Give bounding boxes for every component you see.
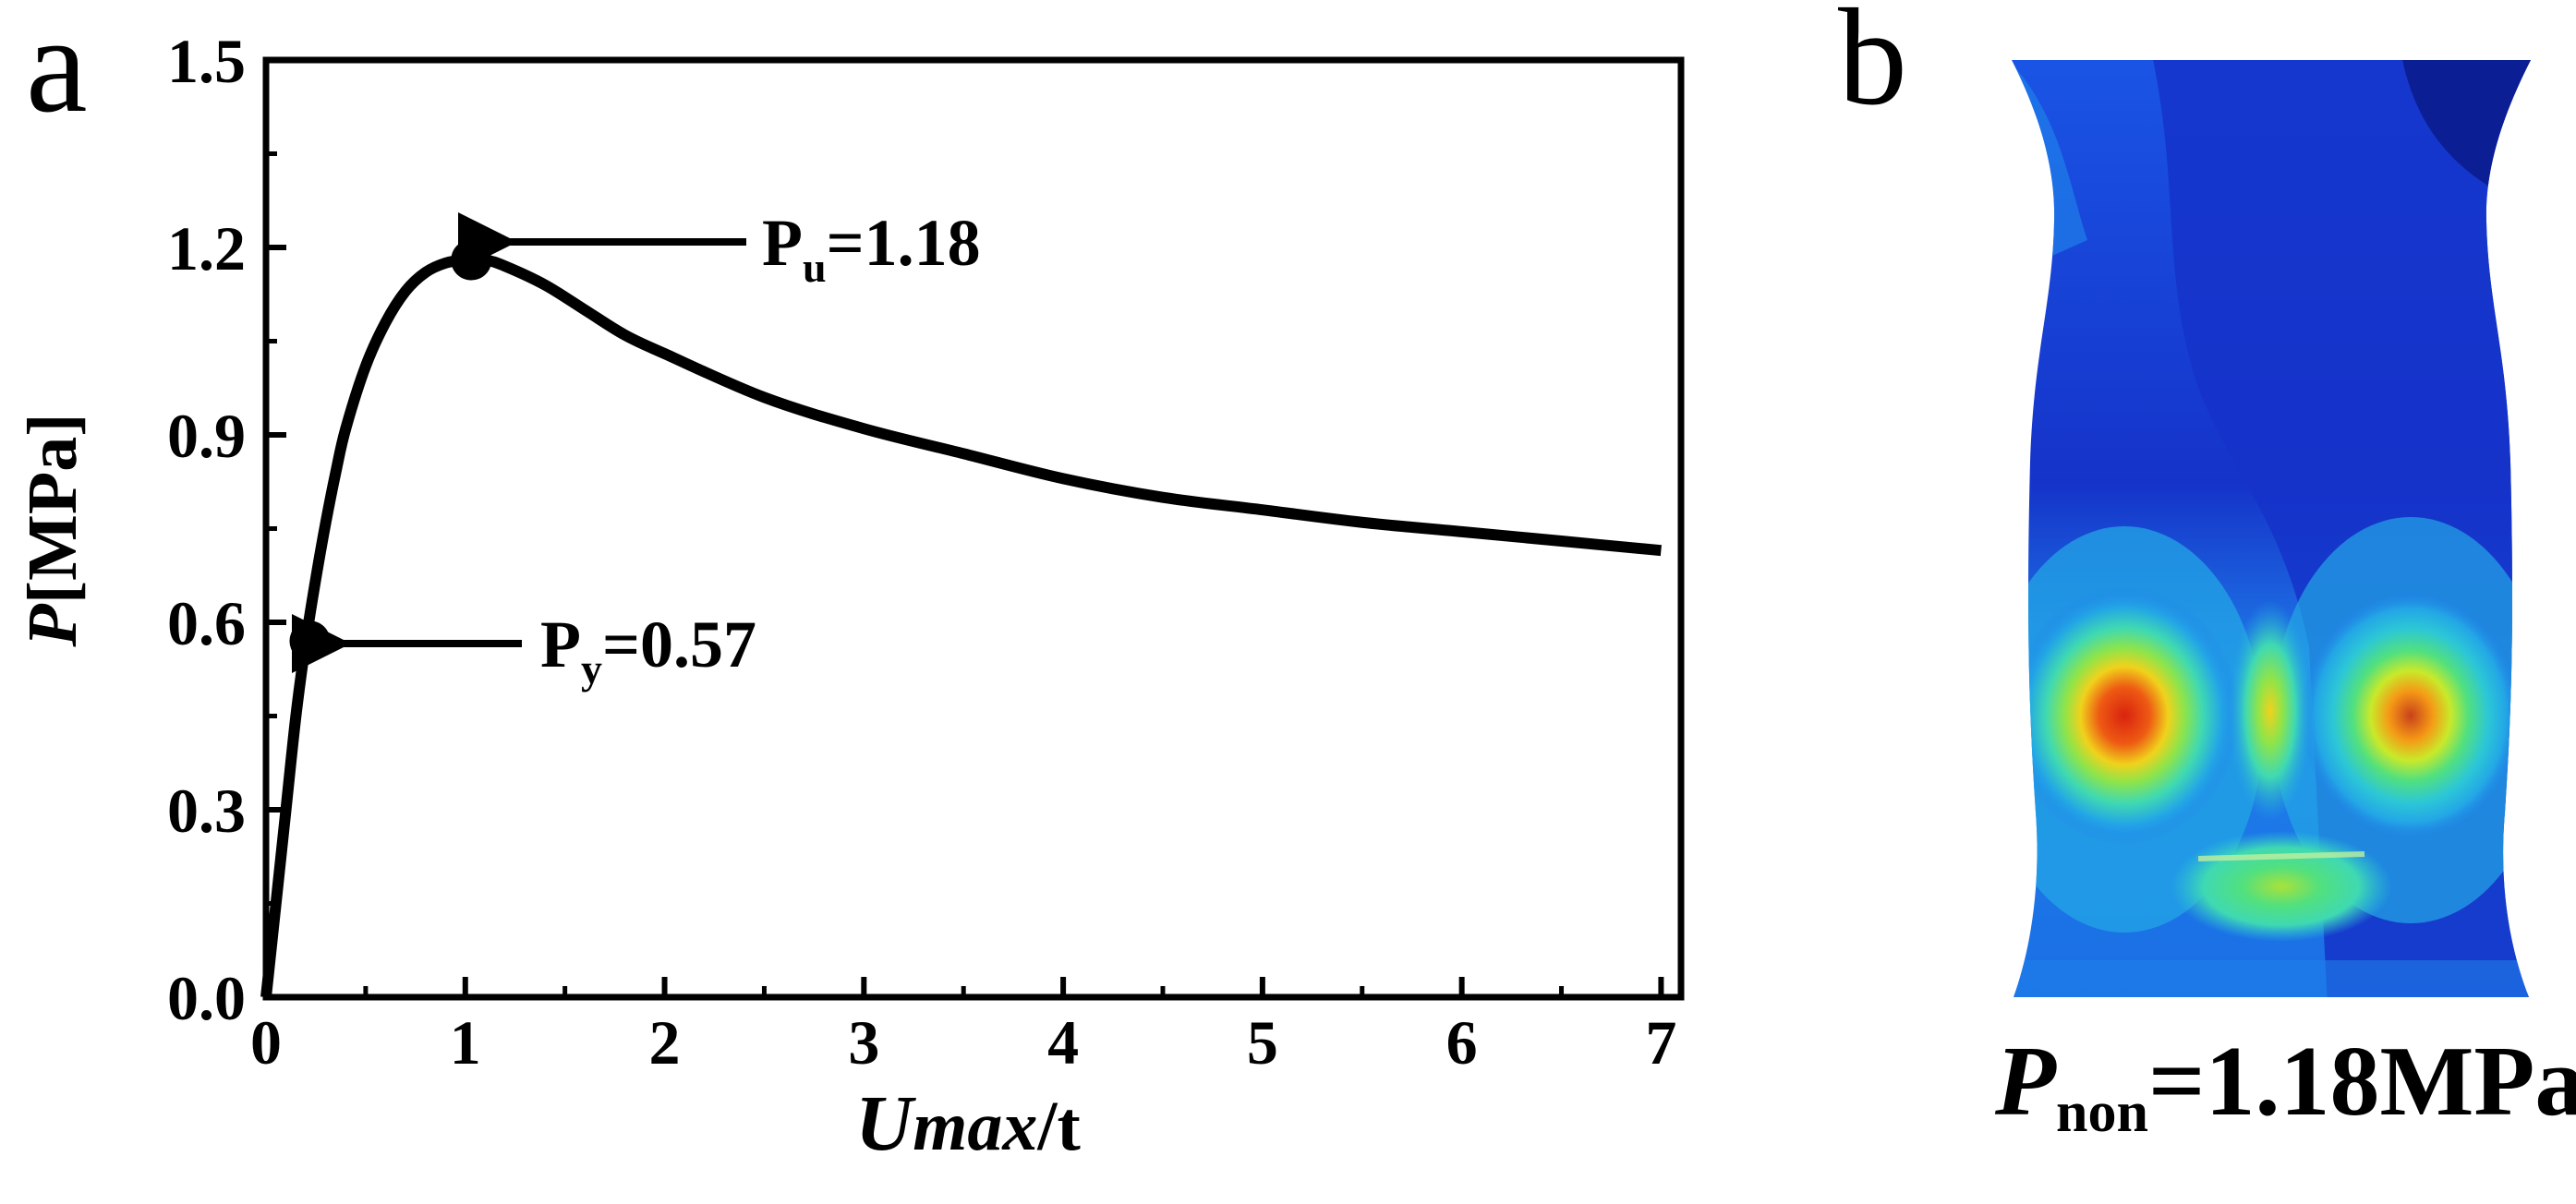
annotation-pu: Pu=1.18 bbox=[762, 206, 981, 291]
y-tick-label: 1.5 bbox=[167, 26, 246, 96]
marker-point-0 bbox=[289, 620, 331, 662]
x-axis-title-t: /t bbox=[1036, 1088, 1080, 1165]
x-tick-label: 7 bbox=[1645, 1007, 1676, 1078]
annotation-pu-letter: P bbox=[762, 206, 803, 280]
caption-letter: P bbox=[1995, 1027, 2056, 1137]
y-axis-title-unit: [MPa] bbox=[14, 413, 91, 604]
annotation-pu-sub: u bbox=[803, 244, 827, 291]
stress-contour-image bbox=[2012, 60, 2531, 997]
x-tick-label: 5 bbox=[1247, 1007, 1278, 1078]
x-tick-label: 0 bbox=[250, 1007, 282, 1078]
y-tick-label: 0.9 bbox=[167, 401, 246, 471]
panel-label-b: b bbox=[1838, 0, 1907, 134]
x-tick-label: 3 bbox=[848, 1007, 879, 1078]
x-tick-label: 1 bbox=[450, 1007, 481, 1078]
x-axis-ticks: 0 1 2 3 4 5 6 7 bbox=[250, 977, 1676, 1078]
y-tick-label: 0.3 bbox=[167, 776, 246, 846]
y-tick-label: 0.0 bbox=[167, 963, 246, 1033]
x-tick-label: 6 bbox=[1446, 1007, 1478, 1078]
panel-b-caption: Pnon=1.18MPa bbox=[1995, 1025, 2576, 1163]
caption-value: =1.18MPa bbox=[2147, 1027, 2576, 1137]
series-group bbox=[260, 253, 1662, 998]
y-tick-label: 1.2 bbox=[167, 213, 246, 283]
x-tick-label: 2 bbox=[649, 1007, 681, 1078]
y-axis-title-italic: P bbox=[14, 604, 91, 648]
caption-sub: non bbox=[2055, 1081, 2148, 1144]
annotation-py: Py=0.57 bbox=[540, 608, 756, 692]
x-axis-title-u: U bbox=[855, 1078, 916, 1167]
series-line-0 bbox=[260, 253, 1662, 998]
marker-point-1 bbox=[451, 239, 492, 281]
y-axis-ticks: 0.0 0.3 0.6 0.9 1.2 1.5 bbox=[167, 26, 286, 1033]
panel-label-a: a bbox=[26, 0, 88, 141]
x-tick-label: 4 bbox=[1047, 1007, 1079, 1078]
annotation-py-value: =0.57 bbox=[602, 608, 756, 681]
x-axis-title-max: max bbox=[913, 1088, 1037, 1165]
annotation-pu-value: =1.18 bbox=[827, 206, 981, 280]
x-axis-title: Umax/t bbox=[855, 1078, 1081, 1167]
y-tick-label: 0.6 bbox=[167, 588, 246, 658]
annotation-py-letter: P bbox=[540, 608, 581, 681]
y-axis-title: P[MPa] bbox=[14, 413, 91, 647]
annotation-py-sub: y bbox=[581, 645, 602, 692]
